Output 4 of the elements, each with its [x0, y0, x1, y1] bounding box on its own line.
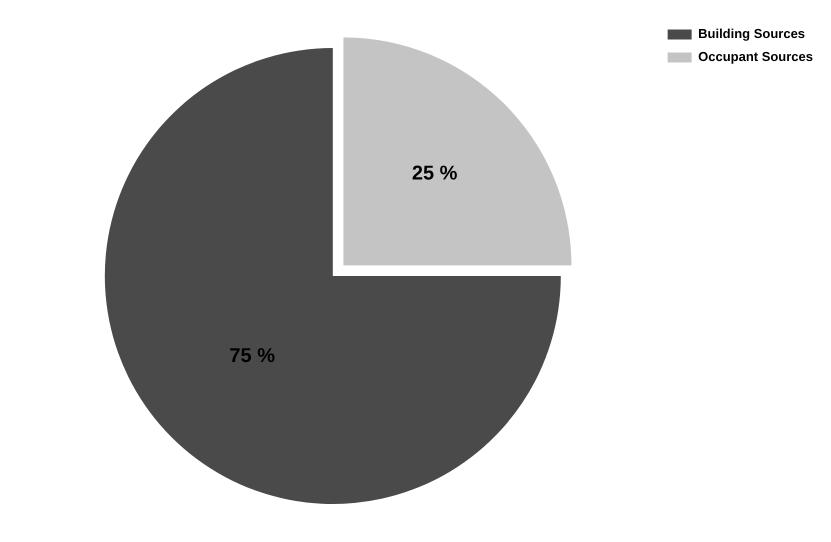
data-label: 25 % [412, 162, 458, 185]
legend-label: Building Sources [698, 26, 806, 42]
legend-label: Occupant Sources [698, 49, 814, 64]
data-label: 75 % [229, 345, 276, 368]
